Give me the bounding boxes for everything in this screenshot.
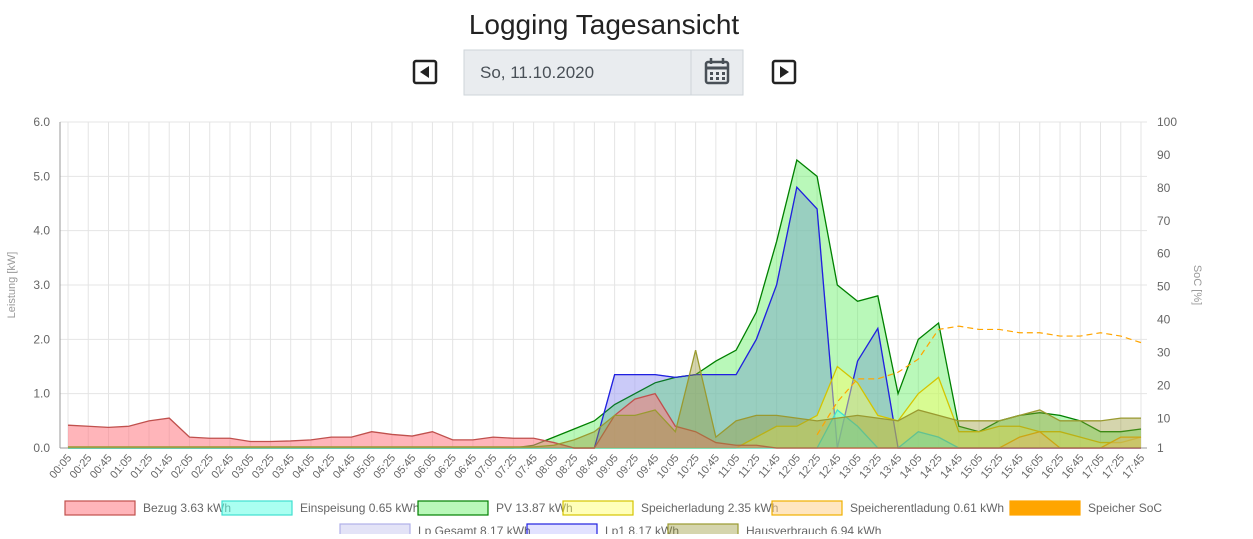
date-field[interactable]	[463, 49, 744, 96]
series-area	[68, 366, 1141, 448]
y2-tick-label: 100	[1157, 115, 1177, 129]
legend-label: PV 13.87 kWh	[496, 501, 573, 515]
y-tick-label: 6.0	[33, 115, 50, 129]
series-area	[68, 160, 1141, 449]
y2-tick-label: 40	[1157, 313, 1171, 327]
legend-swatch	[221, 500, 293, 516]
legend-swatch	[1009, 500, 1081, 516]
x-tick-label: 17:45	[1120, 452, 1147, 481]
y-tick-label: 2.0	[33, 332, 50, 346]
x-tick-label: 11:25	[736, 452, 762, 480]
legend-item[interactable]: Bezug 3.63 kWh	[64, 500, 231, 516]
legend-label: Speicherentladung 0.61 kWh	[850, 501, 1004, 515]
page-title: Logging Tagesansicht	[469, 9, 740, 40]
series-area	[68, 187, 1141, 448]
legend-item[interactable]: Speicherladung 2.35 kWh	[562, 500, 778, 516]
legend-item[interactable]: Einspeisung 0.65 kWh	[221, 500, 419, 516]
legend-label: Bezug 3.63 kWh	[143, 501, 231, 515]
legend-label: Hausverbrauch 6.94 kWh	[746, 524, 881, 534]
legend-label: Speicher SoC	[1088, 501, 1162, 515]
y2-tick-label: 80	[1157, 181, 1171, 195]
y2-tick-label: 60	[1157, 247, 1171, 261]
legend-item[interactable]: PV 13.87 kWh	[417, 500, 573, 516]
series-area	[68, 187, 1141, 448]
legend-swatch	[339, 523, 411, 539]
legend-swatch	[64, 500, 136, 516]
y2-tick-label: 10	[1157, 411, 1171, 425]
series-line	[68, 185, 1141, 449]
x-tick-label: 10:45	[695, 452, 722, 481]
legend-label: Einspeisung 0.65 kWh	[300, 501, 419, 515]
next-day-button[interactable]	[771, 59, 797, 85]
y2-tick-label: 20	[1157, 378, 1171, 392]
series-line	[68, 350, 1141, 448]
series-line	[68, 158, 1142, 449]
y2-tick-label: 70	[1157, 214, 1171, 228]
legend-swatch	[667, 523, 739, 539]
y2-tick-label: 50	[1157, 280, 1171, 294]
y-tick-label: 3.0	[33, 278, 50, 292]
legend-swatch	[562, 500, 634, 516]
y2-tick-label: 90	[1157, 148, 1171, 162]
series-line	[67, 392, 1141, 449]
legend-item[interactable]: Lp1 8.17 kWh	[526, 523, 679, 539]
legend-item[interactable]: Hausverbrauch 6.94 kWh	[667, 523, 881, 539]
series-area	[68, 431, 1141, 448]
y-axis-label: Leistung [kW]	[6, 252, 18, 319]
legend-label: Lp Gesamt 8.17 kWh	[418, 524, 531, 534]
prev-day-button[interactable]	[412, 59, 438, 85]
y2-axis-label: SoC [%]	[1191, 265, 1203, 305]
date-text: So, 11.10.2020	[480, 63, 594, 82]
legend-label: Speicherladung 2.35 kWh	[641, 501, 778, 515]
legend-swatch	[771, 500, 843, 516]
y-tick-label: 4.0	[33, 224, 50, 238]
y-tick-label: 1.0	[33, 387, 50, 401]
y2-tick-label: 1	[1157, 441, 1164, 455]
series-line	[68, 185, 1141, 449]
calendar-button[interactable]	[690, 50, 730, 95]
x-tick-label: 11:05	[716, 452, 742, 480]
legend-swatch	[417, 500, 489, 516]
series-area	[68, 350, 1141, 448]
y-tick-label: 0.0	[33, 441, 50, 455]
legend-swatch	[526, 523, 598, 539]
legend-item[interactable]: Lp Gesamt 8.17 kWh	[339, 523, 531, 539]
series-line	[816, 325, 1142, 436]
legend-item[interactable]: Speicher SoC	[1009, 500, 1162, 516]
legend-item[interactable]: Speicherentladung 0.61 kWh	[771, 500, 1004, 516]
y2-tick-label: 30	[1157, 346, 1171, 360]
y-tick-label: 5.0	[33, 169, 50, 183]
series-area	[68, 393, 1141, 448]
